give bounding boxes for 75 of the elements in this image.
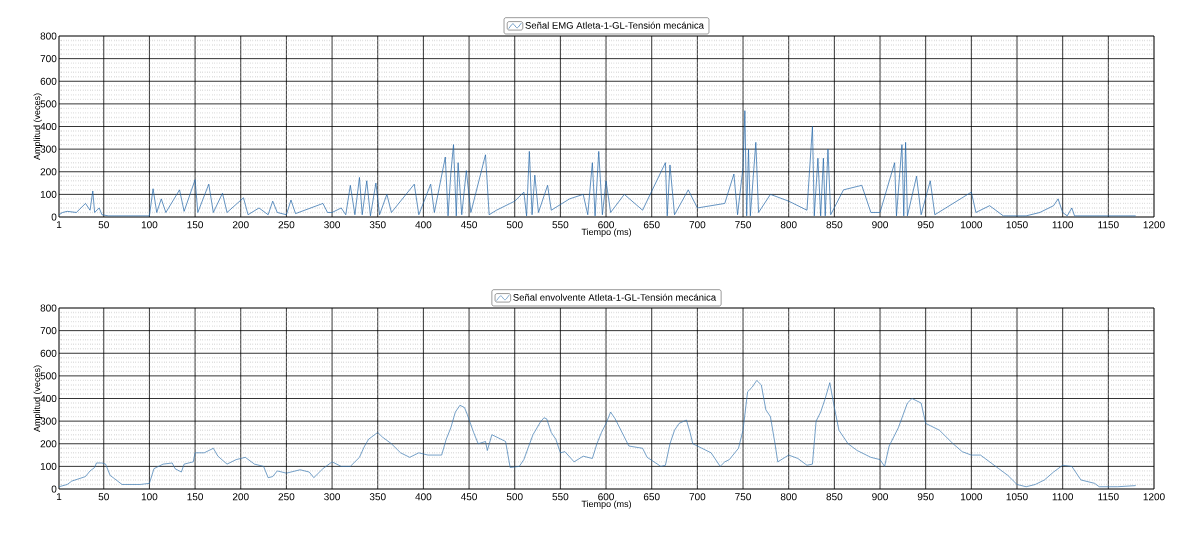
y-tick-label: 300	[40, 145, 57, 153]
x-tick-label: 150	[187, 221, 204, 229]
x-tick-label: 400	[415, 221, 432, 229]
x-tick-label: 800	[780, 221, 797, 229]
x-tick-label: 500	[506, 221, 523, 229]
x-axis-title: Tiempo (ms)	[581, 228, 632, 237]
y-tick-label: 100	[40, 190, 57, 198]
x-tick-label: 1200	[1143, 493, 1165, 501]
x-tick-label: 200	[232, 221, 249, 229]
y-tick-label: 300	[40, 417, 57, 425]
x-tick-label: 1100	[1052, 493, 1074, 501]
y-tick-label: 800	[40, 304, 57, 312]
x-tick-label: 950	[917, 493, 934, 501]
x-tick-label: 650	[643, 493, 660, 501]
x-tick-label: 1000	[960, 221, 983, 229]
y-axis-title: Amplitud (veces)	[33, 93, 42, 160]
x-tick-label: 600	[598, 221, 614, 229]
x-tick-label: 450	[460, 221, 477, 229]
x-tick-label: 750	[735, 221, 751, 229]
x-tick-label: 50	[98, 221, 109, 229]
y-tick-label: 700	[40, 327, 57, 335]
x-tick-label: 450	[460, 493, 477, 501]
y-tick-label: 800	[40, 32, 57, 40]
legend-label: Señal EMG Atleta-1-GL-Tensión mecánica	[525, 21, 704, 29]
x-tick-label: 50	[98, 493, 109, 501]
x-tick-label: 350	[369, 221, 386, 229]
x-tick-label: 350	[369, 493, 386, 501]
x-tick-label: 100	[141, 221, 158, 229]
x-tick-label: 750	[735, 493, 751, 501]
x-tick-label: 200	[232, 493, 249, 501]
x-tick-label: 1000	[960, 493, 983, 501]
x-tick-label: 950	[917, 221, 934, 229]
y-tick-label: 700	[40, 55, 57, 63]
x-tick-label: 1200	[1143, 221, 1165, 229]
x-tick-label: 100	[141, 493, 158, 501]
x-tick-label: 1100	[1052, 221, 1074, 229]
x-tick-label: 1050	[1006, 493, 1028, 501]
y-tick-label: 400	[40, 394, 57, 403]
y-tick-label: 0	[51, 485, 57, 493]
x-tick-label: 850	[826, 221, 843, 229]
x-tick-label: 300	[324, 493, 341, 501]
y-tick-label: 400	[40, 122, 57, 131]
y-tick-label: 500	[40, 372, 57, 380]
x-tick-label: 1050	[1006, 221, 1028, 229]
x-tick-label: 550	[552, 493, 569, 501]
y-tick-label: 600	[40, 349, 57, 357]
x-tick-label: 1	[56, 221, 62, 229]
x-tick-label: 700	[689, 493, 706, 501]
x-tick-label: 900	[872, 493, 888, 501]
x-tick-label: 500	[506, 493, 523, 501]
x-axis-title: Tiempo (ms)	[581, 500, 632, 509]
x-tick-label: 1150	[1098, 221, 1119, 229]
x-tick-label: 250	[278, 221, 295, 229]
y-tick-label: 500	[40, 100, 57, 108]
x-tick-label: 600	[598, 493, 614, 501]
x-tick-label: 900	[872, 221, 888, 229]
x-tick-label: 550	[552, 221, 569, 229]
x-tick-label: 150	[187, 493, 204, 501]
x-tick-label: 300	[324, 221, 341, 229]
x-tick-label: 650	[643, 221, 660, 229]
y-axis-title: Amplitud (veces)	[33, 365, 42, 432]
y-tick-label: 600	[40, 77, 57, 85]
x-tick-label: 850	[826, 493, 843, 501]
legend-label: Señal envolvente Atleta-1-GL-Tensión mecánica	[513, 293, 717, 301]
x-tick-label: 700	[689, 221, 706, 229]
y-tick-label: 200	[40, 440, 57, 448]
line-series	[59, 380, 1137, 488]
x-tick-label: 800	[780, 493, 797, 501]
x-tick-label: 1	[56, 493, 62, 501]
y-tick-label: 100	[40, 462, 57, 470]
x-tick-label: 400	[415, 493, 432, 501]
x-tick-label: 1150	[1098, 493, 1119, 501]
y-tick-label: 200	[40, 168, 57, 176]
y-tick-label: 0	[51, 213, 57, 221]
x-tick-label: 250	[278, 493, 295, 501]
